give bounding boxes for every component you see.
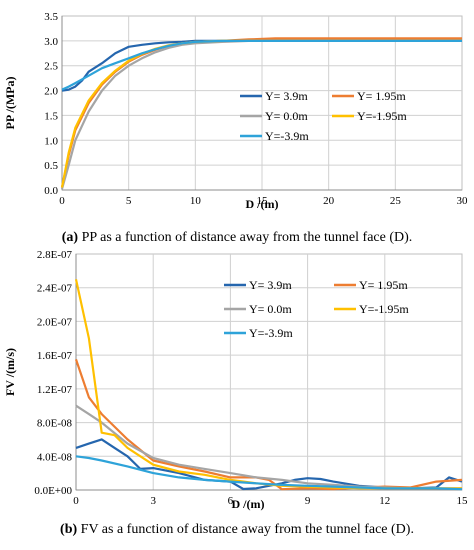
legend-label: Y= 3.9m (249, 278, 292, 292)
x-tick-label: 12 (379, 495, 390, 507)
x-tick-label: 6 (228, 495, 234, 507)
series-line-5 (75, 455, 463, 491)
y-tick-label: 1.6E-07 (37, 350, 73, 362)
legend-label: Y=-3.9m (249, 326, 293, 340)
legend-label: Y=-1.95m (357, 109, 407, 123)
y-tick-label: 0.0E+00 (34, 485, 72, 497)
x-axis-title: D /(m) (232, 497, 265, 511)
x-tick-label: 30 (457, 195, 469, 207)
caption-a-text: PP as a function of distance away from t… (81, 230, 413, 245)
legend-label: Y= 1.95m (359, 278, 408, 292)
legend-label: Y= 0.0m (249, 302, 292, 316)
y-tick-label: 2.0 (44, 86, 58, 98)
y-tick-label: 1.0 (44, 135, 58, 147)
x-tick-label: 20 (323, 195, 335, 207)
y-tick-label: 3.0 (44, 36, 58, 48)
legend-label: Y=-3.9m (265, 129, 309, 143)
x-tick-label: 0 (73, 495, 79, 507)
y-tick-label: 2.5 (44, 61, 58, 73)
chart-a: 0 5 10 15 20 25 30 0.0 0.5 1.0 1.5 2.0 2.5 3.0 3.5 D /(… (3, 11, 468, 211)
y-tick-label: 1.5 (44, 110, 58, 122)
caption-b-label: (b) (60, 522, 78, 537)
y-tick-label: 3.5 (44, 11, 58, 23)
y-axis-title: FV /(m/s) (3, 348, 17, 396)
x-tick-label: 3 (150, 495, 156, 507)
y-tick-label: 0.0 (44, 185, 58, 197)
y-tick-label: 4.0E-08 (37, 451, 73, 463)
x-tick-label: 25 (390, 195, 402, 207)
caption-b: (b) FV as a function of distance away fr… (0, 522, 474, 538)
y-tick-label: 2.0E-07 (37, 316, 73, 328)
x-tick-label: 5 (126, 195, 132, 207)
x-tick-label: 15 (257, 195, 269, 207)
x-axis-title: D /(m) (246, 197, 279, 211)
x-tick-label: 15 (457, 495, 469, 507)
y-tick-label: 2.8E-07 (37, 249, 73, 261)
caption-b-text: FV as a function of distance away from t… (80, 522, 414, 537)
y-tick-label: 2.4E-07 (37, 283, 73, 295)
y-tick-label: 1.2E-07 (37, 384, 73, 396)
chart-b: 0 3 6 9 12 15 0.0E+00 4.0E-08 8.0E-08 1.2E-07 1.6E… (3, 249, 468, 511)
caption-a-label: (a) (61, 230, 79, 245)
x-tick-label: 9 (305, 495, 311, 507)
x-tick-label: 10 (190, 195, 202, 207)
legend: Y= 3.9m Y= 1.95m Y= 0.0m Y=-1.95m Y=-3.9m (224, 278, 409, 340)
caption-a: (a) PP as a function of distance away fr… (0, 230, 474, 246)
series-line-5 (61, 39, 462, 91)
legend-label: Y= 0.0m (265, 109, 308, 123)
legend-label: Y=-1.95m (359, 302, 409, 316)
legend: Y= 3.9m Y= 1.95m Y= 0.0m Y=-1.95m Y=-3.9m (240, 89, 407, 143)
legend-label: Y= 1.95m (357, 89, 406, 103)
x-tick-label: 0 (59, 195, 65, 207)
y-tick-label: 0.5 (44, 160, 58, 172)
y-axis-title: PP /(MPa) (3, 77, 17, 130)
y-tick-label: 8.0E-08 (37, 418, 73, 430)
legend-label: Y= 3.9m (265, 89, 308, 103)
